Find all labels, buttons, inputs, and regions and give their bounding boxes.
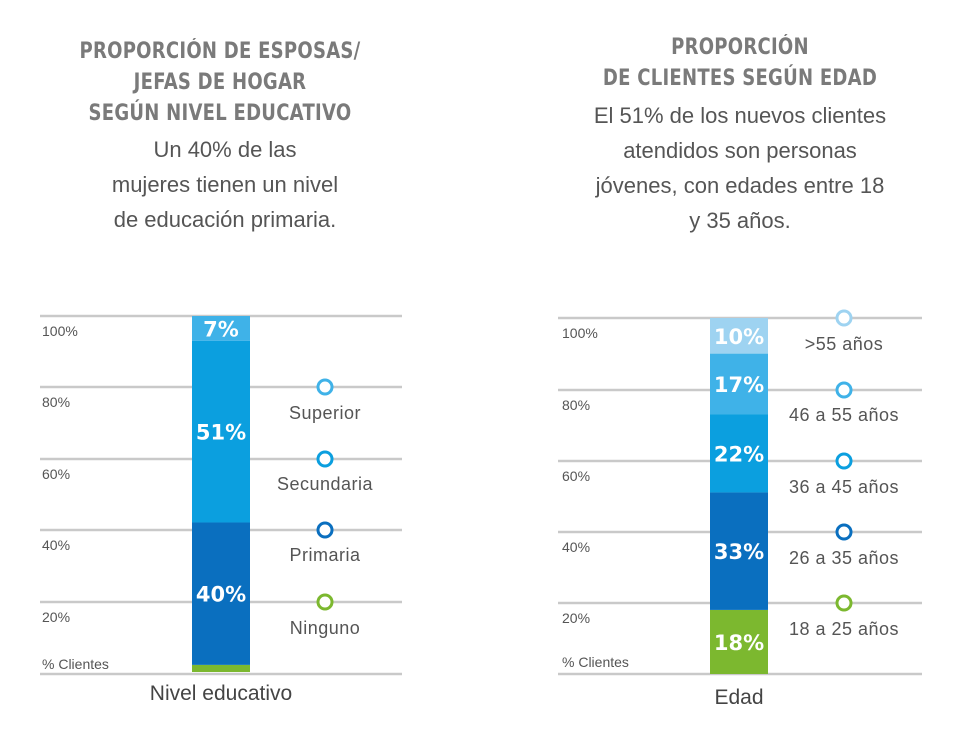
y-tick-label: 20% xyxy=(562,610,590,626)
y-axis-label: % Clientes xyxy=(562,654,629,670)
bar-segment-55-a-os xyxy=(710,318,768,354)
legend-marker-36-a-45-a-os xyxy=(835,452,853,470)
legend-marker-secundaria xyxy=(316,450,334,468)
legend-marker-55-a-os xyxy=(835,309,853,327)
age-stacked-bar-chart: 20% 40% 60% 80% 100% % Clientes 18% 33% 22% 17% 10… xyxy=(558,309,922,709)
legend-marker-26-a-35-a-os xyxy=(835,523,853,541)
bar-segment-36-a-45-a-os xyxy=(710,414,768,493)
education-chart-subtitle: Un 40% de las mujeres tienen un nivel de… xyxy=(111,137,339,232)
y-tick-label: 80% xyxy=(562,397,590,413)
bar-segment-ninguno xyxy=(192,664,250,672)
bar-data-label: 18% xyxy=(714,631,764,655)
y-tick-label: 60% xyxy=(42,466,70,482)
y-tick-label: 60% xyxy=(562,468,590,484)
legend-marker-18-a-25-a-os xyxy=(835,594,853,612)
y-axis-label: % Clientes xyxy=(42,656,109,672)
legend-label: 36 a 45 años xyxy=(789,477,899,497)
bar-segment-46-a-55-a-os xyxy=(710,353,768,415)
bar-segment-secundaria xyxy=(192,340,250,523)
legend-marker-superior xyxy=(316,378,334,396)
bar-data-label: 7% xyxy=(203,317,239,341)
bar-data-label: 51% xyxy=(196,421,246,445)
y-tick-label: 40% xyxy=(562,539,590,555)
legend-marker-primaria xyxy=(316,521,334,539)
age-chart-panel: PROPORCIÓN DE CLIENTES SEGÚN EDAD El 51%… xyxy=(520,0,960,746)
age-chart-subtitle: El 51% de los nuevos clientes atendidos … xyxy=(593,103,887,233)
legend-marker-46-a-55-a-os xyxy=(835,381,853,399)
legend-label: 18 a 25 años xyxy=(789,619,899,639)
bar-segment-superior xyxy=(192,316,250,341)
y-tick-label: 80% xyxy=(42,394,70,410)
x-axis-label: Edad xyxy=(714,686,763,709)
legend-label: >55 años xyxy=(805,334,884,354)
education-stacked-bar-chart: 20% 40% 60% 80% 100% % Clientes 40% 51% 7% Ningun… xyxy=(40,314,402,705)
bar-data-label: 40% xyxy=(196,583,246,607)
legend-label: Primaria xyxy=(289,545,360,565)
bar-data-label: 10% xyxy=(714,325,764,349)
legend-label: Ninguno xyxy=(290,618,361,638)
bar-segment-primaria xyxy=(192,522,250,665)
bar-data-label: 17% xyxy=(714,373,764,397)
bar-segment-18-a-25-a-os xyxy=(710,609,768,674)
legend-label: Secundaria xyxy=(277,474,374,494)
x-axis-label: Nivel educativo xyxy=(150,682,292,705)
education-chart-panel: PROPORCIÓN DE ESPOSAS/ JEFAS DE HOGAR SE… xyxy=(0,0,450,746)
legend-label: 46 a 55 años xyxy=(789,405,899,425)
y-tick-label: 100% xyxy=(562,325,598,341)
legend-label: Superior xyxy=(289,403,361,423)
bar-segment-26-a-35-a-os xyxy=(710,492,768,610)
y-tick-label: 100% xyxy=(42,323,78,339)
y-tick-label: 40% xyxy=(42,537,70,553)
y-tick-label: 20% xyxy=(42,609,70,625)
age-chart-title: PROPORCIÓN DE CLIENTES SEGÚN EDAD xyxy=(602,35,878,91)
bar-data-label: 22% xyxy=(714,442,764,466)
education-chart-title: PROPORCIÓN DE ESPOSAS/ JEFAS DE HOGAR SE… xyxy=(79,39,361,126)
legend-label: 26 a 35 años xyxy=(789,548,899,568)
bar-data-label: 33% xyxy=(714,540,764,564)
legend-marker-ninguno xyxy=(316,593,334,611)
